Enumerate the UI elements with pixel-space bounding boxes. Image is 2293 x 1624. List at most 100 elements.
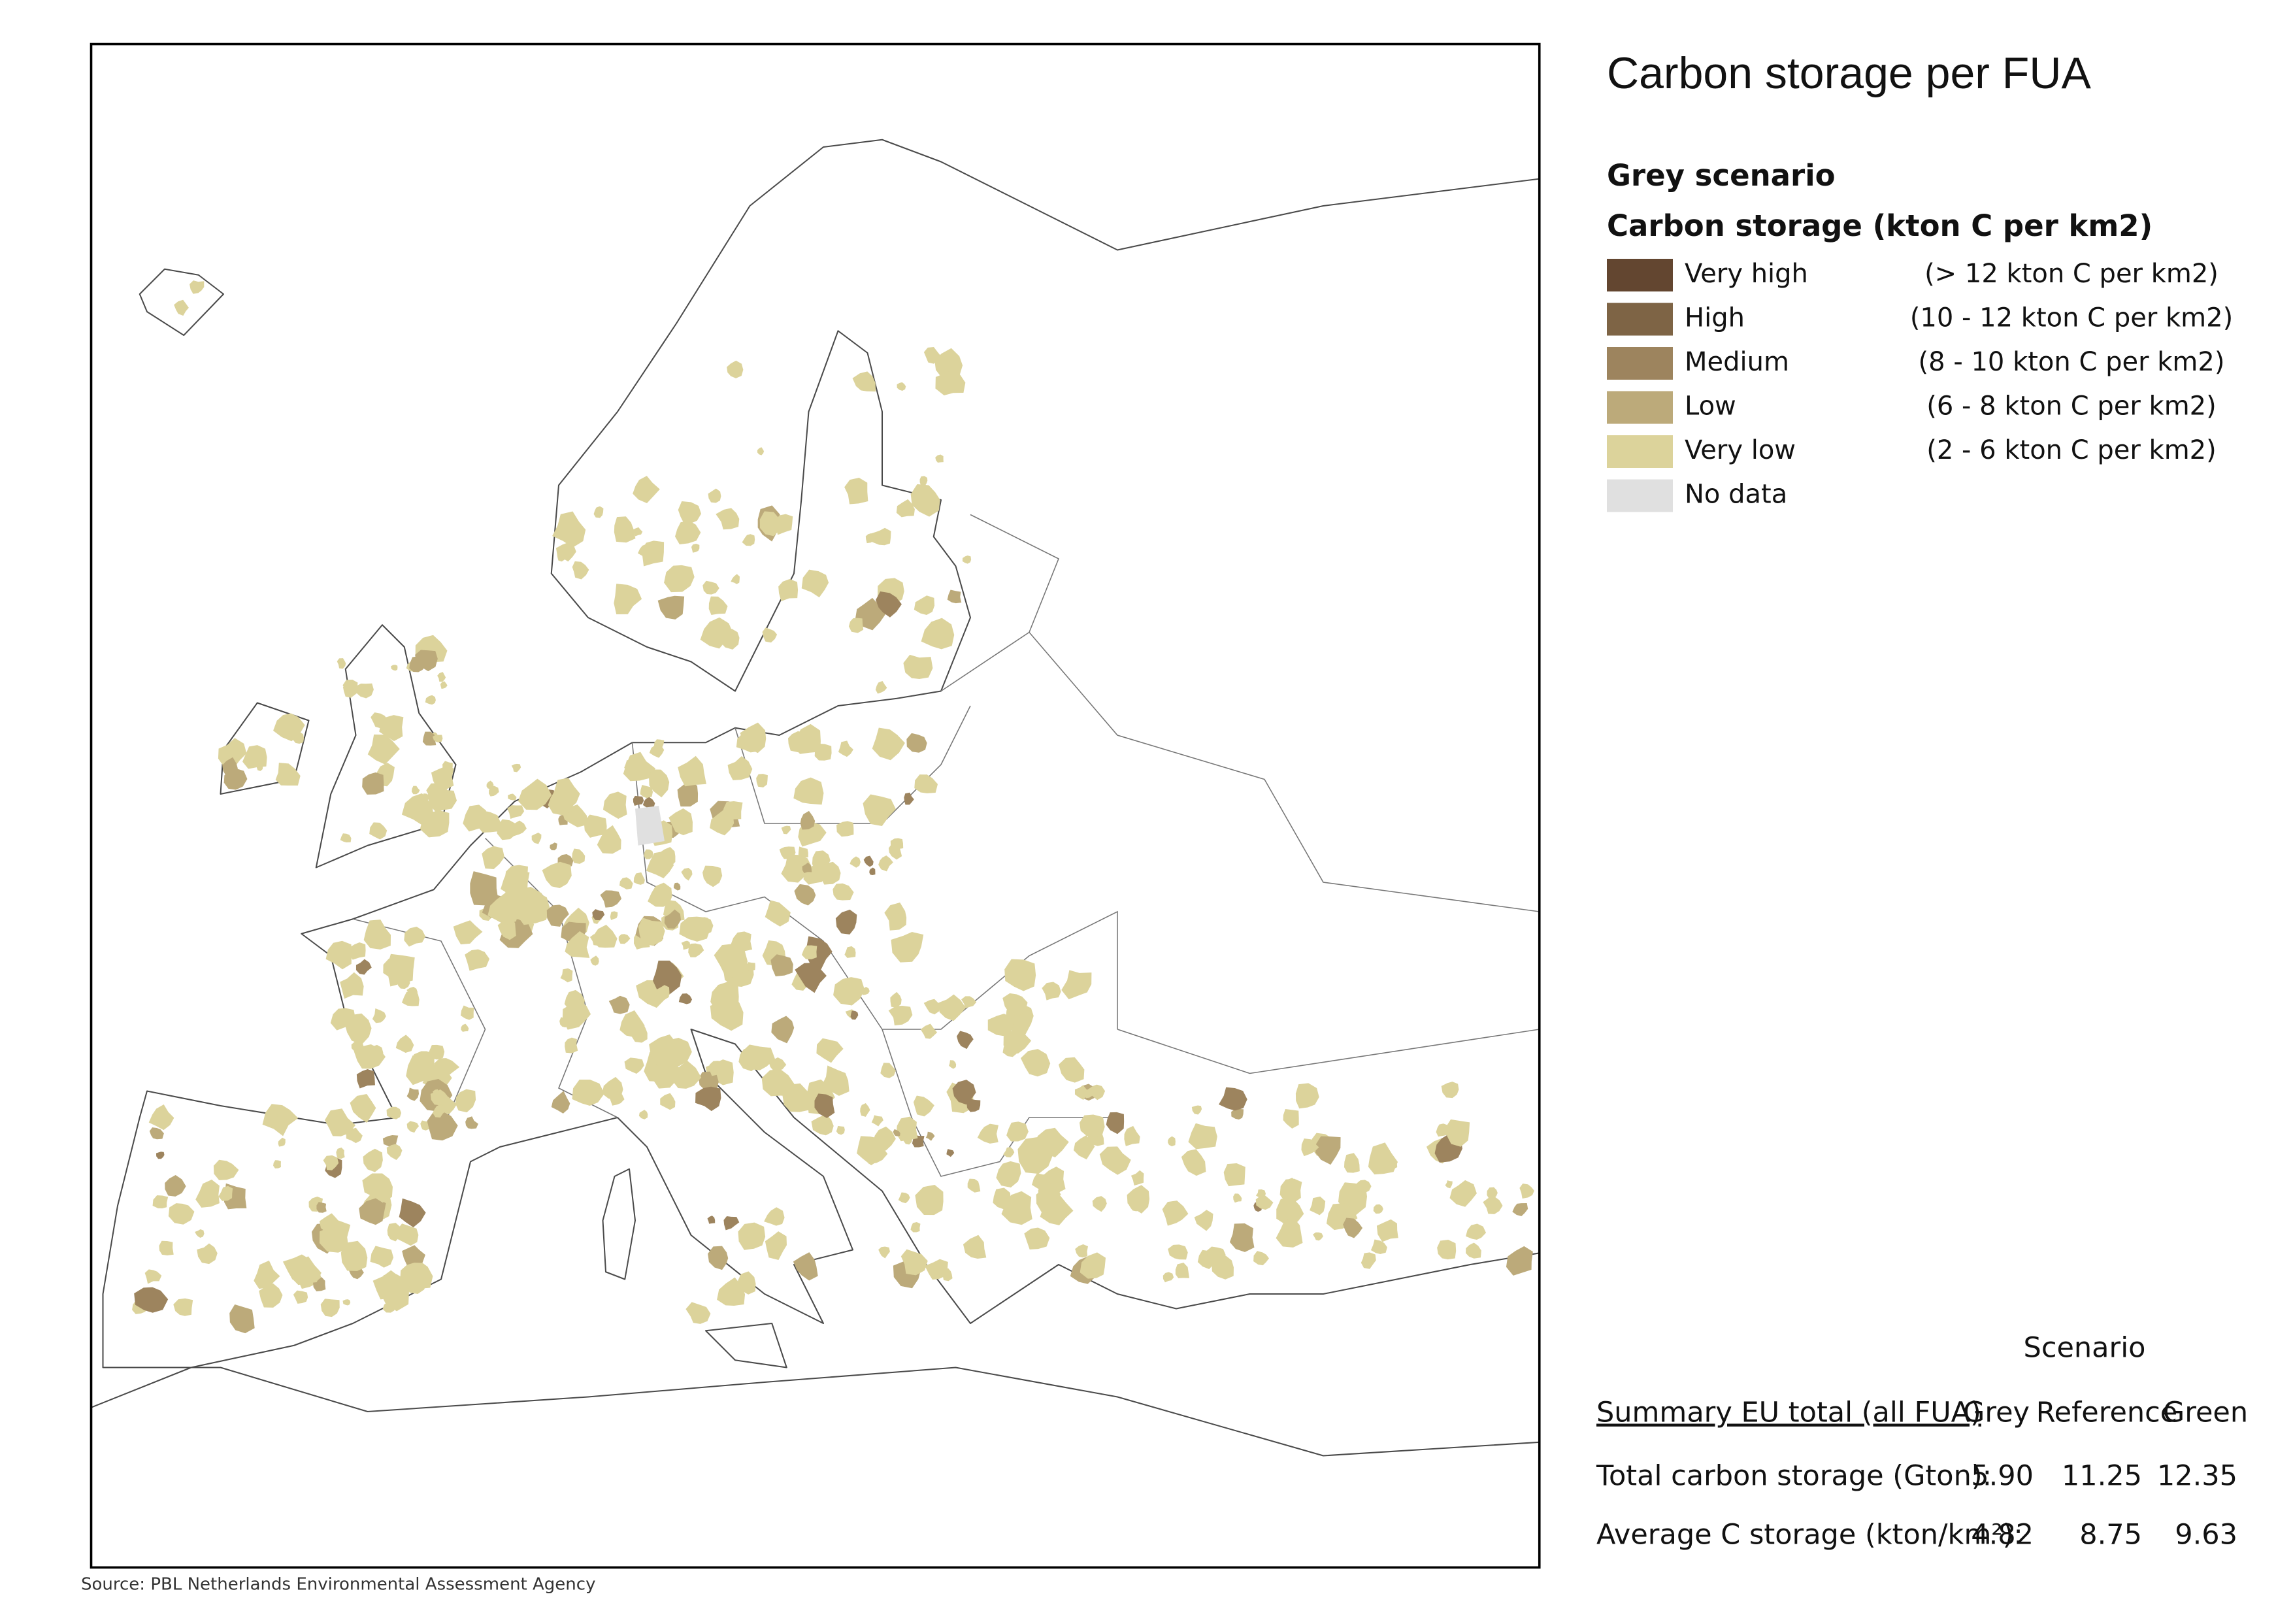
fua-area: [708, 488, 721, 503]
fua-area: [1231, 1108, 1244, 1120]
fua-area: [1466, 1242, 1481, 1259]
fua-area: [880, 1063, 896, 1078]
fua-area: [559, 1017, 570, 1028]
fua-area: [421, 793, 431, 802]
legend-title: Carbon storage (kton C per km2): [1607, 208, 2153, 243]
fua-area: [667, 1060, 702, 1089]
fua-area: [273, 1160, 281, 1168]
fua-area: [1356, 1180, 1372, 1193]
fua-area: [740, 722, 767, 754]
fua-area: [801, 569, 829, 598]
fua-area: [638, 918, 665, 946]
fua-area: [370, 1246, 394, 1268]
fua-area: [268, 1113, 278, 1122]
fua-area: [921, 618, 955, 650]
corsica-sardinia: [602, 1168, 636, 1280]
sicily: [704, 1322, 787, 1368]
fua-area: [742, 534, 755, 546]
fua-area: [363, 920, 391, 950]
fua-area: [836, 821, 854, 837]
fua-area: [531, 833, 542, 844]
fua-area: [427, 1111, 458, 1141]
fua-area: [275, 763, 301, 786]
fua-area: [1188, 1123, 1217, 1150]
fua-area: [460, 1005, 474, 1020]
fua-area: [149, 1127, 164, 1140]
fua-area: [565, 1037, 578, 1053]
fua-area: [1361, 1252, 1376, 1269]
fua-area: [708, 596, 728, 615]
fua-area: [1003, 1147, 1015, 1157]
fua-area: [872, 1126, 896, 1151]
fua-area: [425, 695, 436, 705]
fua-area: [367, 734, 400, 765]
fua-area: [677, 779, 699, 807]
fua-area: [1099, 1146, 1131, 1175]
fua-area: [619, 877, 633, 890]
fua-area: [165, 1174, 186, 1197]
fua-area: [510, 820, 527, 837]
fua-area: [1004, 959, 1036, 991]
fua-area: [802, 862, 812, 874]
fua-area: [889, 912, 906, 929]
fua-area: [278, 1137, 286, 1147]
fua-area: [1310, 1196, 1326, 1216]
fua-area: [346, 1127, 363, 1144]
fua-area: [1163, 1272, 1174, 1283]
fua-area: [674, 520, 701, 544]
fua-area: [461, 1023, 469, 1032]
fua-area: [691, 544, 700, 553]
fua-area: [340, 972, 364, 999]
fua-area: [1075, 1244, 1088, 1258]
fua-area: [1061, 970, 1092, 1000]
fua-area: [657, 595, 685, 620]
fua-area: [771, 1016, 795, 1044]
fua-area: [653, 960, 682, 994]
summary-table: Scenario Summary EU total (all FUA)Grey Re…: [1596, 1332, 2248, 1551]
fua-area: [1194, 1210, 1213, 1231]
fua-area: [788, 731, 808, 753]
fua-area: [798, 846, 808, 859]
fua-area: [1089, 1084, 1106, 1101]
fua-area: [655, 985, 670, 1000]
fua-area: [437, 672, 446, 682]
fua-area: [550, 842, 557, 851]
fua-area: [1449, 1180, 1477, 1207]
fua-area: [1036, 1184, 1061, 1214]
fua-area: [362, 772, 384, 795]
fua-area: [1106, 1112, 1125, 1135]
fua-area: [592, 909, 605, 921]
legend: Very high (> 12 kton C per km2) High (10 - …: [1607, 259, 2233, 512]
fua-area: [1506, 1246, 1533, 1276]
fua-area: [835, 909, 857, 935]
fua-area: [432, 1104, 447, 1118]
fua-area: [1191, 1105, 1202, 1115]
map-frame: [90, 42, 1541, 1569]
fua-area: [440, 681, 448, 689]
summary-value: 11.25: [2062, 1460, 2142, 1493]
fua-area: [910, 484, 940, 517]
fua-area: [1441, 1082, 1459, 1099]
legend-swatch: [1607, 259, 1673, 291]
fua-area: [848, 618, 864, 633]
fua-area: [961, 996, 977, 1009]
fua-area: [610, 911, 618, 920]
fua-area: [254, 1260, 280, 1289]
fua-area: [904, 792, 914, 805]
fua-area: [871, 527, 891, 546]
fua-area: [678, 993, 693, 1004]
fua-area: [644, 849, 653, 859]
fua-area: [810, 1082, 819, 1092]
fua-area: [925, 1259, 948, 1280]
summary-value: 5.90: [1971, 1460, 2034, 1493]
fua-area: [660, 1093, 676, 1110]
fua-area: [242, 745, 267, 769]
fua-area: [642, 797, 655, 808]
fua-area: [350, 1094, 376, 1123]
fua-area: [197, 1243, 218, 1265]
fua-area: [148, 1104, 174, 1131]
fua-area: [386, 1144, 403, 1161]
fua-area: [833, 883, 854, 901]
fua-area: [463, 804, 487, 832]
